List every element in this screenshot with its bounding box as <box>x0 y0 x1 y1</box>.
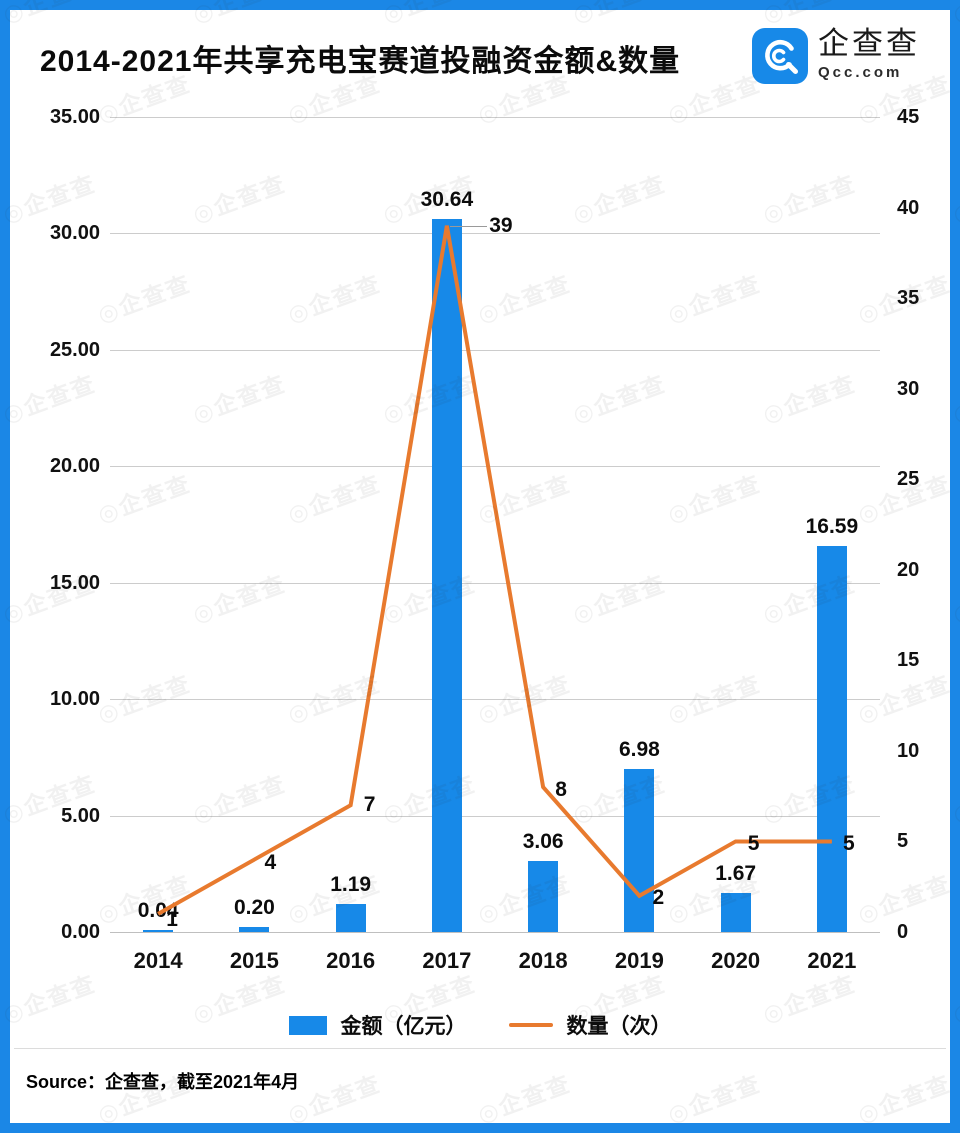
brand-name: 企查查 <box>818 26 920 61</box>
right-axis-tick: 10 <box>897 739 920 762</box>
right-axis-tick: 0 <box>897 921 909 943</box>
right-axis-tick: 20 <box>897 558 920 581</box>
x-axis-label: 2019 <box>614 948 664 973</box>
grid-line <box>110 699 880 701</box>
legend-label-count: 数量（次） <box>566 1015 672 1038</box>
line-value-label: 2 <box>652 885 665 909</box>
trend-line <box>157 225 832 916</box>
bar-2021 <box>816 545 847 932</box>
leader-line <box>449 225 487 227</box>
watermark-mark: ◎企查查 <box>0 270 5 328</box>
source-note: Source：企查查，截至2021年4月 <box>26 1072 300 1092</box>
x-axis-label: 2018 <box>518 948 568 973</box>
brand-domain: Qcc.com <box>818 64 903 81</box>
right-axis-tick: 5 <box>897 830 909 853</box>
watermark-mark: ◎企查查 <box>0 470 5 528</box>
right-axis-tick: 45 <box>897 106 920 128</box>
x-axis-label: 2016 <box>326 948 376 973</box>
bar-value-label: 0.20 <box>233 896 275 920</box>
chart-legend: 金额（亿元） 数量（次） <box>10 1010 950 1040</box>
bar-value-label: 6.98 <box>618 738 660 762</box>
magnifier-spiral-icon <box>765 39 798 74</box>
bar-2015 <box>239 927 270 932</box>
x-axis-label: 2014 <box>133 948 183 973</box>
right-axis-tick: 35 <box>897 287 920 310</box>
left-axis-tick: 5.00 <box>61 804 100 827</box>
grid-line <box>110 349 880 351</box>
grid-line <box>110 117 880 118</box>
bar-value-label: 1.19 <box>330 873 372 897</box>
left-axis-tick: 35.00 <box>49 106 100 128</box>
bar-value-label: 16.59 <box>805 514 859 538</box>
left-axis-tick: 25.00 <box>49 338 100 361</box>
legend-bar-swatch <box>288 1015 327 1035</box>
bar-2017 <box>431 218 462 932</box>
x-axis-label: 2015 <box>229 948 279 973</box>
chart-card: 2014-2021年共享充电宝赛道投融资金额&数量 企查查 Qcc.com 0.… <box>10 10 950 1123</box>
right-axis-tick: 15 <box>897 649 920 672</box>
chart-plot-area: 0.00 5.00 10.00 15.00 20.00 25.00 30.00 35.00 0 5… <box>10 10 950 1123</box>
chart-title: 2014-2021年共享充电宝赛道投融资金额&数量 <box>40 45 681 78</box>
brand-logo: 企查查 Qcc.com <box>752 28 920 84</box>
right-axis-tick: 25 <box>897 468 920 491</box>
right-axis-tick: 30 <box>897 377 920 400</box>
grid-line <box>110 466 880 468</box>
line-value-label: 5 <box>747 832 760 856</box>
left-axis-tick: 10.00 <box>49 688 100 711</box>
x-axis-label: 2020 <box>711 948 761 973</box>
grid-line <box>110 815 880 817</box>
line-value-label: 7 <box>363 793 376 817</box>
watermark-mark: ◎企查查 <box>0 870 5 928</box>
line-value-label: 8 <box>555 778 567 802</box>
bar-value-label: 30.64 <box>420 187 474 211</box>
x-axis-label: 2021 <box>807 948 857 973</box>
bar-2016 <box>335 904 366 932</box>
line-value-label: 39 <box>489 213 513 237</box>
left-axis-tick: 30.00 <box>49 222 100 245</box>
line-value-label: 1 <box>166 907 178 931</box>
legend-line-swatch <box>508 1023 553 1027</box>
bar-value-label: 1.67 <box>715 862 757 886</box>
grid-line <box>110 932 880 933</box>
legend-label-amount: 金额（亿元） <box>340 1015 467 1038</box>
brand-text-block: 企查查 Qcc.com <box>818 28 920 80</box>
watermark-mark: ◎企查查 <box>0 1070 5 1128</box>
line-value-label: 4 <box>264 850 277 874</box>
watermark-mark: ◎企查查 <box>0 70 5 128</box>
bar-value-label: 3.06 <box>522 829 564 853</box>
footer-divider <box>14 1048 946 1049</box>
watermark-mark: ◎企查查 <box>0 670 5 728</box>
bar-2020 <box>720 893 751 932</box>
left-axis-tick: 0.00 <box>61 921 100 943</box>
left-axis-tick: 20.00 <box>49 455 100 478</box>
bar-2018 <box>528 860 559 932</box>
qcc-logo-icon <box>752 28 808 84</box>
grid-line <box>110 582 880 584</box>
x-axis-label: 2017 <box>422 948 472 973</box>
line-value-label: 5 <box>843 832 855 856</box>
bar-2014 <box>143 930 174 932</box>
left-axis-tick: 15.00 <box>49 571 100 594</box>
right-axis-tick: 40 <box>897 196 920 219</box>
